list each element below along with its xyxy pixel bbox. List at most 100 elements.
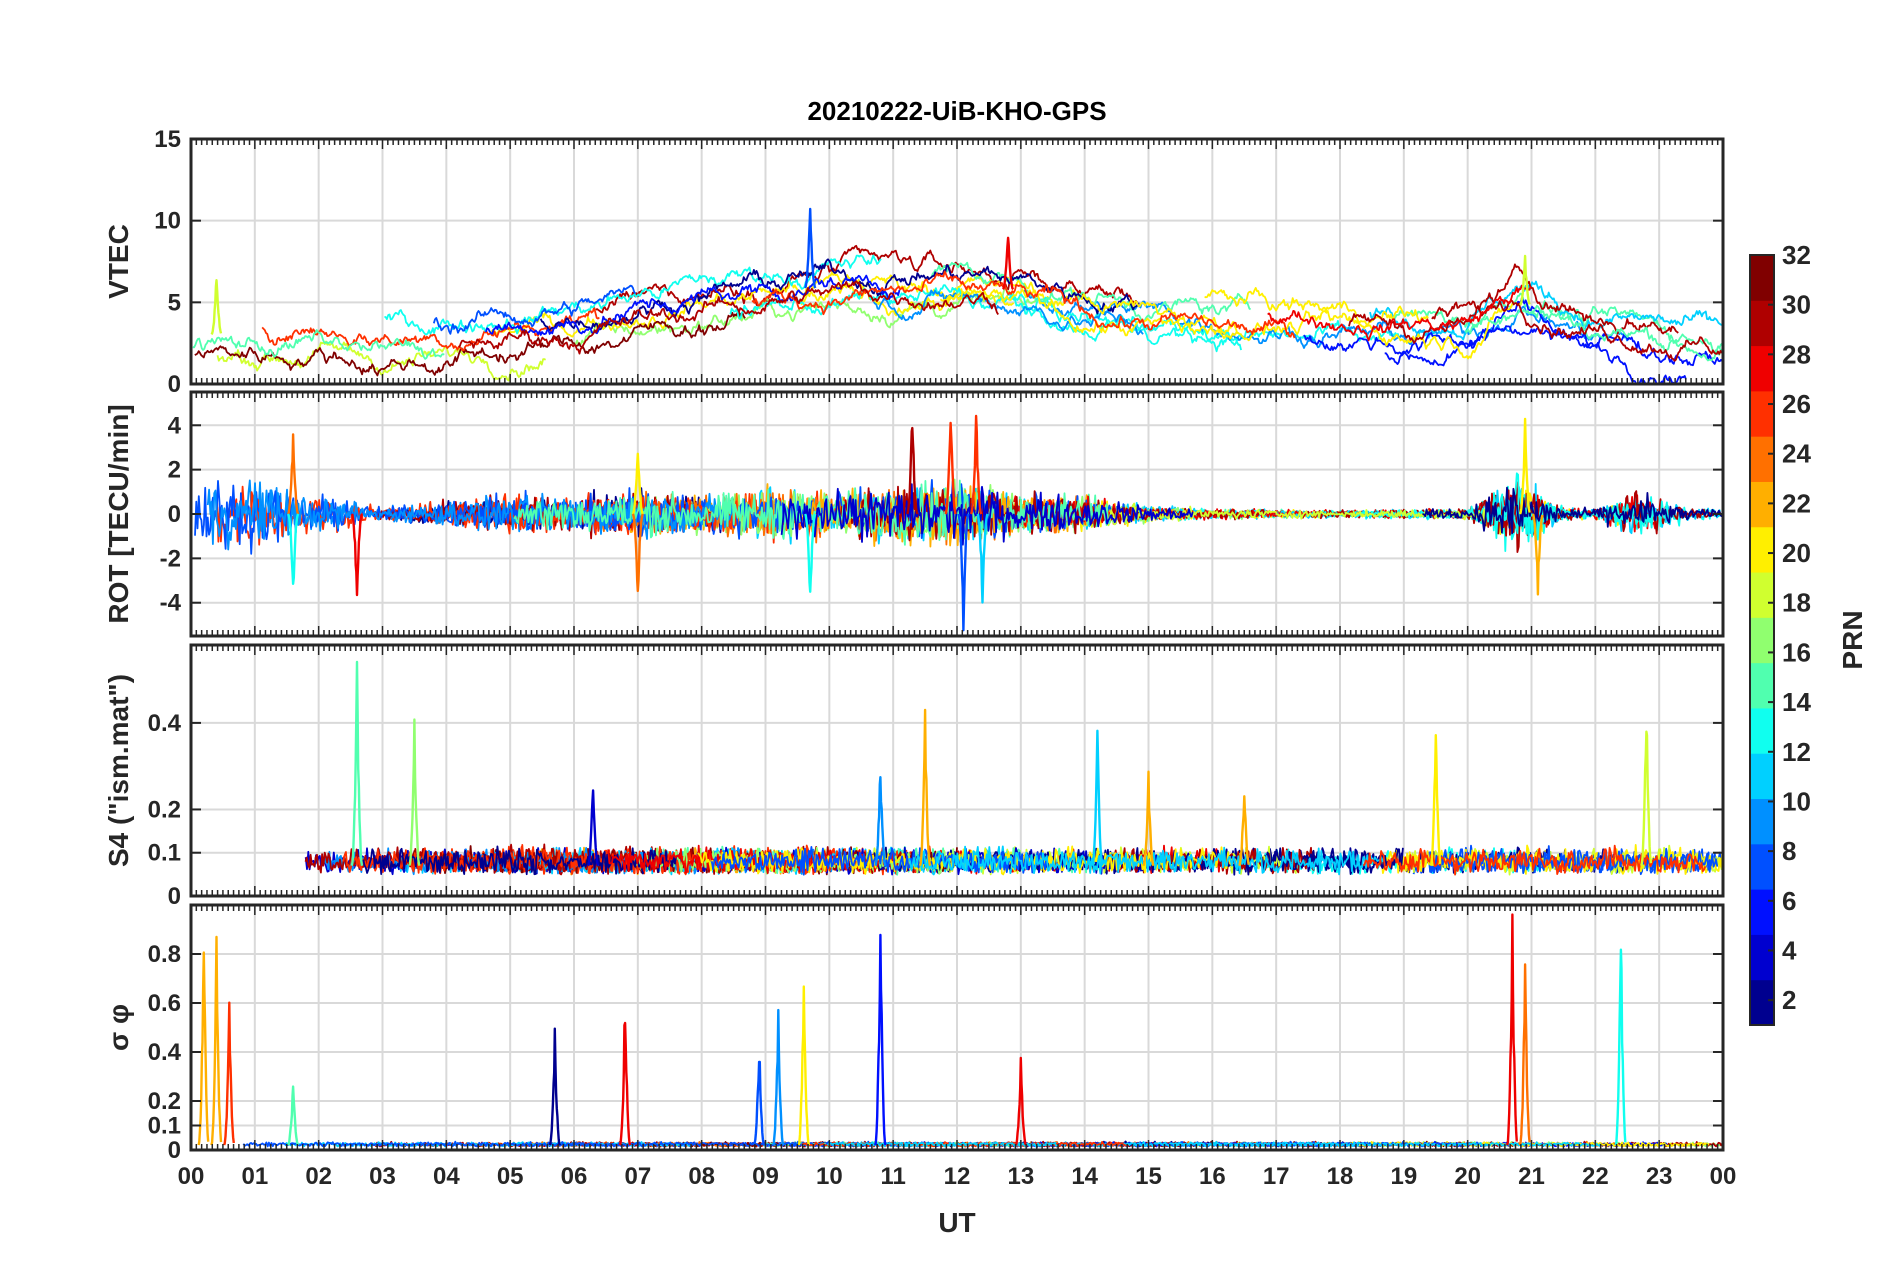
series-line-prn: [572, 286, 1036, 347]
x-tick-label: 01: [241, 1163, 268, 1190]
x-tick-label: 00: [1710, 1163, 1737, 1190]
x-tick-label: 09: [752, 1163, 779, 1190]
series-group: [304, 660, 1723, 876]
series-line-prn: [513, 479, 1112, 546]
colorbar-tick-label: 20: [1782, 538, 1811, 568]
peak-line: [1531, 513, 1544, 596]
y-tick-label: 5: [168, 289, 181, 316]
series-line-prn: [1362, 844, 1707, 876]
x-tick-label: 02: [305, 1163, 332, 1190]
colorbar-swatch: [1750, 572, 1774, 618]
series-line-prn: [729, 284, 1242, 351]
colorbar-tick-label: 14: [1782, 687, 1811, 717]
x-tick-label: 20: [1454, 1163, 1481, 1190]
series-line-prn: [1422, 486, 1723, 535]
y-tick-label: 15: [154, 126, 181, 153]
peak-line: [631, 513, 644, 593]
x-tick-label: 17: [1263, 1163, 1290, 1190]
peak-line: [1429, 734, 1442, 867]
colorbar-tick-label: 24: [1782, 439, 1811, 469]
series-line-prn: [751, 270, 1296, 339]
peak-line: [287, 1085, 300, 1146]
y-axis-label: VTEC: [103, 224, 134, 299]
colorbar-label: PRN: [1837, 610, 1868, 669]
minor-ticks: [190, 139, 1724, 384]
series-line-prn: [872, 289, 1144, 336]
series-line-prn: [194, 309, 746, 377]
colorbar-swatch: [1750, 300, 1774, 347]
colorbar-swatch: [1750, 934, 1774, 981]
peak-line: [969, 414, 983, 515]
series-group: [194, 414, 1723, 632]
series-line-prn: [1022, 289, 1630, 349]
y-tick-label: 0.4: [148, 1039, 182, 1066]
colorbar-tick-label: 8: [1782, 836, 1796, 866]
series-line-prn: [826, 1141, 1058, 1148]
series-line-prn: [1096, 502, 1486, 527]
x-tick-label: 19: [1390, 1163, 1417, 1190]
y-tick-label: 0.1: [148, 1113, 181, 1140]
y-tick-label: 0: [168, 883, 181, 910]
series-line-prn: [432, 284, 637, 335]
peak-line: [548, 1027, 562, 1146]
panel-s4: 0 0.1 0.2 0.4 S4 ("ism.mat"): [103, 643, 1725, 910]
colorbar-tick-label: 30: [1782, 290, 1811, 320]
x-tick-label: 16: [1199, 1163, 1226, 1190]
x-axis: 00 01 02 03 04 05 06 07 08 09 10 11 12 13 14 15 16 17 18 19…: [178, 1163, 1737, 1190]
x-tick-label: 08: [688, 1163, 715, 1190]
y-tick-label: 0: [168, 501, 181, 528]
colorbar-swatch: [1750, 436, 1774, 482]
chart-title: 20210222-UiB-KHO-GPS: [807, 96, 1106, 126]
peak-line: [1002, 236, 1015, 291]
colorbar-swatch: [1750, 707, 1774, 754]
series-line-prn: [1204, 286, 1429, 330]
series-line-prn: [242, 1140, 599, 1148]
colorbar-tick-label: 22: [1782, 488, 1811, 518]
peak-line: [586, 789, 600, 867]
series-line-prn: [206, 482, 734, 551]
y-axis-label: σ φ: [103, 1004, 134, 1051]
x-tick-label: 18: [1327, 1163, 1354, 1190]
y-tick-label: 0.8: [148, 941, 181, 968]
peak-line: [752, 1060, 766, 1146]
y-axis-label: ROT [TECU/min]: [103, 404, 134, 623]
series-line-prn: [1267, 284, 1532, 342]
peak-line: [957, 513, 970, 632]
peak-line: [1238, 795, 1250, 867]
colorbar-swatch: [1750, 889, 1774, 935]
peak-line: [1614, 948, 1627, 1146]
peak-line: [1014, 1056, 1028, 1146]
y-tick-label: -2: [160, 545, 181, 572]
peak-line: [874, 776, 887, 867]
y-tick-label: 0.2: [148, 1088, 181, 1115]
peak-line: [286, 433, 300, 515]
peak-line: [918, 708, 932, 867]
x-tick-label: 03: [369, 1163, 396, 1190]
series-line-prn: [458, 280, 999, 355]
peak-line: [618, 1021, 632, 1146]
peak-line: [804, 207, 817, 289]
y-tick-label: 0.4: [148, 710, 182, 737]
series-line-prn: [1429, 845, 1719, 874]
peak-line: [1506, 913, 1518, 1146]
colorbar-tick-label: 2: [1782, 985, 1796, 1015]
peak-line: [906, 426, 919, 515]
colorbar-tick-label: 18: [1782, 588, 1811, 618]
peak-line: [350, 660, 364, 866]
peak-line: [210, 935, 223, 1146]
series-line-prn: [780, 480, 1194, 546]
series-line-prn: [1464, 304, 1723, 362]
colorbar-swatch: [1750, 526, 1774, 573]
series-line-prn: [384, 254, 882, 336]
peak-line: [210, 279, 223, 336]
series-line-prn: [192, 329, 445, 360]
y-tick-label: 0: [168, 1137, 181, 1164]
x-tick-label: 11: [880, 1163, 905, 1190]
series-line-prn: [1080, 293, 1515, 360]
x-tick-label: 00: [178, 1163, 205, 1190]
x-tick-label: 04: [433, 1163, 460, 1190]
series-line-prn: [908, 845, 1385, 876]
